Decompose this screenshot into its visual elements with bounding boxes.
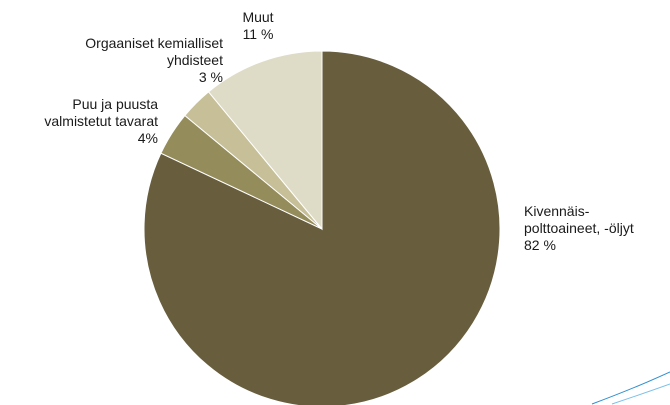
slice-labels: Kivennäis-polttoaineet, -öljyt 82 % Puu ja… (44, 9, 633, 253)
slice-label-line: 3 % (199, 69, 223, 85)
slice-label-line: Puu ja puusta (72, 96, 158, 112)
slice-label-line: Orgaaniset kemialliset (85, 35, 223, 51)
pie-slice (143, 50, 501, 405)
slice-label-line: 11 % (243, 26, 274, 42)
slice-label-line: 82 % (524, 237, 556, 253)
slice-label-line: 4% (138, 130, 158, 146)
slice-label-line: yhdisteet (167, 52, 223, 68)
slice-label: Muut 11 % (242, 9, 273, 42)
slice-label: Kivennäis-polttoaineet, -öljyt 82 % (524, 203, 634, 253)
slice-label: Puu ja puusta valmistetut tavarat 4% (44, 96, 158, 146)
pie-slice (207, 50, 323, 231)
pie-slices (143, 50, 501, 405)
decorative-swoosh (591, 371, 670, 405)
slice-label-line: polttoaineet, -öljyt (524, 220, 634, 236)
slice-label-line: Muut (242, 9, 273, 25)
slice-label: Orgaaniset kemialliset yhdisteet 3 % (85, 35, 223, 85)
slice-label-line: valmistetut tavarat (44, 113, 158, 129)
decorative-swoosh-2 (611, 383, 670, 405)
slice-label-line: Kivennäis- (524, 203, 590, 219)
